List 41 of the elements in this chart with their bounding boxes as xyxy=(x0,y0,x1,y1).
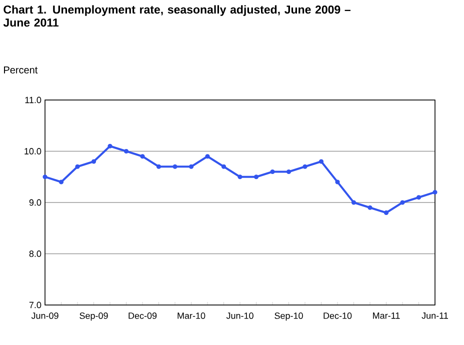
y-tick-label: 11.0 xyxy=(25,96,42,104)
point xyxy=(384,210,389,216)
point xyxy=(188,164,194,169)
y-tick-label: 9.0 xyxy=(29,199,42,206)
x-tick-label: Jun-11 xyxy=(422,312,448,319)
chart-title: Chart 1. Unemployment rate, seasonally adjusted, June 2009 – June 2011 xyxy=(3,5,350,27)
point xyxy=(416,195,422,200)
point xyxy=(400,200,405,205)
point xyxy=(42,174,48,180)
x-tick-label: Sep-10 xyxy=(274,312,303,321)
point xyxy=(75,164,80,169)
x-tick-label: Jun-09 xyxy=(31,312,58,319)
point xyxy=(221,164,226,169)
point xyxy=(238,174,242,180)
y-tick-label: 8.0 xyxy=(29,250,42,257)
point xyxy=(286,169,292,174)
y-tick-label: 7.0 xyxy=(29,302,42,308)
y-tick-label: 10.0 xyxy=(24,148,42,154)
point xyxy=(432,190,438,195)
x-tick-label: Mar-11 xyxy=(373,312,400,319)
y-axis-title: Percent xyxy=(4,66,38,74)
point xyxy=(91,159,96,164)
point xyxy=(156,164,162,169)
point xyxy=(368,205,372,210)
point xyxy=(124,148,129,154)
point xyxy=(351,200,356,205)
point xyxy=(335,180,340,184)
x-tick-label: Dec-09 xyxy=(128,312,157,319)
point xyxy=(254,174,259,180)
point xyxy=(108,144,112,148)
point xyxy=(302,164,308,169)
x-tick-label: Sep-09 xyxy=(80,312,108,321)
x-tick-label: Mar-10 xyxy=(178,312,206,319)
x-tick-label: Jun-10 xyxy=(226,312,254,319)
point xyxy=(172,164,178,169)
point xyxy=(58,180,64,184)
x-tick-label: Dec-10 xyxy=(324,312,352,319)
point xyxy=(270,169,275,174)
point xyxy=(318,159,324,164)
point xyxy=(205,154,210,159)
point xyxy=(140,154,145,159)
